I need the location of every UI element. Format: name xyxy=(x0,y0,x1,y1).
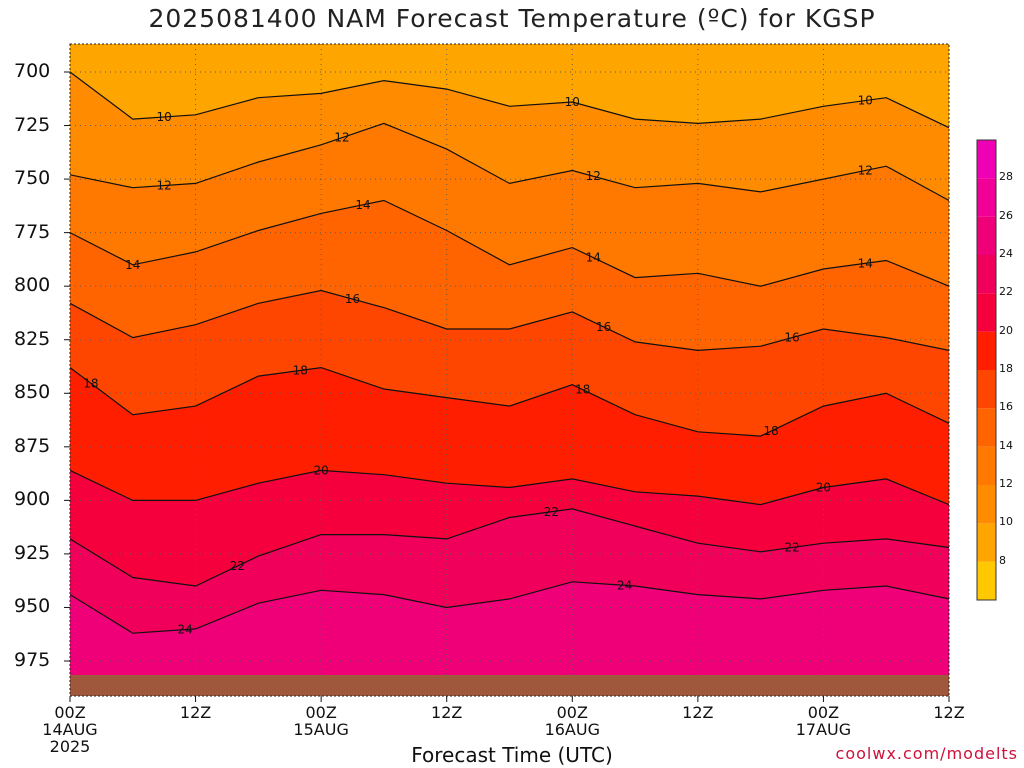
contour-label-10: 10 xyxy=(858,94,873,108)
contour-line-24 xyxy=(70,581,949,634)
contour-label-10: 10 xyxy=(565,95,580,109)
x-tick-label: 00Z 15AUG xyxy=(281,704,361,738)
x-tick-line: 00Z xyxy=(305,703,337,722)
contour-line-10 xyxy=(70,71,949,129)
contour-line-14 xyxy=(70,199,949,287)
plot-frame xyxy=(69,43,950,697)
colorbar-tick-label: 18 xyxy=(999,362,1013,375)
colorbar-band-10 xyxy=(977,485,996,524)
x-tick-line: 2025 xyxy=(49,737,91,756)
x-tick-line: 17AUG xyxy=(795,720,852,739)
x-tick-line: 00Z xyxy=(807,703,840,722)
x-tick-line: 12Z xyxy=(431,703,463,722)
contour-line-18 xyxy=(70,366,949,437)
x-tick-label: 00Z 16AUG xyxy=(532,704,612,738)
contour-label-18: 18 xyxy=(293,363,308,377)
chart-title: 2025081400 NAM Forecast Temperature (ºC)… xyxy=(148,4,876,33)
colorbar-tick-label: 16 xyxy=(999,400,1013,414)
y-tick-label: 775 xyxy=(14,220,51,243)
y-tick-label: 800 xyxy=(14,274,51,297)
contour-label-16: 16 xyxy=(345,292,360,306)
contour-label-12: 12 xyxy=(334,131,349,145)
x-tick-line: 12Z xyxy=(179,703,212,722)
y-tick-label: 900 xyxy=(14,488,51,511)
contour-label-16: 16 xyxy=(596,320,611,334)
contour-line-16 xyxy=(70,289,949,352)
contour-label-22: 22 xyxy=(544,505,559,519)
contour-label-14: 14 xyxy=(586,251,601,265)
contour-label-12: 12 xyxy=(157,179,172,193)
y-tick-label: 925 xyxy=(14,541,51,564)
y-tick-label: 850 xyxy=(14,381,51,404)
x-tick-label: 12Z xyxy=(407,704,487,721)
contour-line-22 xyxy=(70,508,949,587)
contour-label-14: 14 xyxy=(858,256,873,270)
colorbar-band-18 xyxy=(977,331,996,370)
x-tick-label: 12Z xyxy=(909,704,989,721)
colorbar-band-24 xyxy=(977,216,996,255)
colorbar-tick-label: 14 xyxy=(999,438,1013,452)
contour-label-12: 12 xyxy=(858,164,873,178)
contour-line-20 xyxy=(70,469,949,506)
contour-label-14: 14 xyxy=(355,198,370,212)
colorbar-band-14 xyxy=(977,408,996,447)
colorbar-tick-label: 20 xyxy=(999,323,1013,337)
x-tick-line: 12Z xyxy=(933,703,965,722)
x-tick-label: 12Z xyxy=(658,704,738,721)
y-tick-label: 950 xyxy=(14,595,51,618)
contour-label-22: 22 xyxy=(230,559,245,573)
x-tick-line: 12Z xyxy=(682,703,714,722)
contour-label-18: 18 xyxy=(83,376,98,390)
y-tick-label: 825 xyxy=(14,327,51,350)
x-tick-line: 14AUG xyxy=(42,720,98,739)
x-tick-line: 16AUG xyxy=(544,720,600,739)
x-tick-line: 00Z xyxy=(556,703,588,722)
contour-label-22: 22 xyxy=(784,540,799,554)
contour-label-18: 18 xyxy=(575,383,590,397)
contour-label-12: 12 xyxy=(586,169,601,183)
colorbar-band-8 xyxy=(977,523,996,562)
colorbar-tick-label: 28 xyxy=(999,170,1013,184)
colorbar-tick-label: 8 xyxy=(999,553,1006,567)
colorbar-band-28 xyxy=(977,140,996,179)
colorbar-tick-label: 24 xyxy=(999,247,1013,260)
colorbar-band-6 xyxy=(977,561,996,600)
x-tick-label: 12Z xyxy=(156,704,236,721)
y-tick-label: 700 xyxy=(14,60,51,82)
colorbar-frame xyxy=(976,139,997,601)
contour-label-20: 20 xyxy=(816,481,831,495)
colorbar-tick-label: 22 xyxy=(999,285,1013,299)
colorbar-tick-label: 12 xyxy=(999,477,1013,490)
source-credit: coolwx.com/modelts xyxy=(835,744,1018,763)
contour-label-20: 20 xyxy=(314,463,329,477)
y-tick-label: 975 xyxy=(14,649,51,671)
contour-label-24: 24 xyxy=(617,578,632,592)
colorbar-band-12 xyxy=(977,446,996,485)
contour-label-18: 18 xyxy=(763,424,778,438)
contour-label-14: 14 xyxy=(125,258,140,272)
colorbar-band-16 xyxy=(977,370,996,409)
contour-label-16: 16 xyxy=(784,331,799,345)
x-axis-label: Forecast Time (UTC) xyxy=(411,743,613,767)
colorbar-band-26 xyxy=(977,178,996,217)
y-tick-label: 725 xyxy=(14,113,51,136)
band-below-10 xyxy=(70,44,949,128)
x-tick-label: 00Z 17AUG xyxy=(783,704,863,738)
contour-line-12 xyxy=(70,122,949,202)
y-tick-label: 875 xyxy=(14,434,51,457)
y-tick-label: 750 xyxy=(14,167,51,190)
colorbar-tick-label: 10 xyxy=(999,515,1013,529)
contour-label-10: 10 xyxy=(157,110,172,124)
contour-label-24: 24 xyxy=(177,623,192,637)
x-tick-line: 00Z xyxy=(54,703,86,722)
x-tick-line: 15AUG xyxy=(293,720,349,739)
colorbar-tick-label: 26 xyxy=(999,208,1013,222)
x-tick-label: 00Z 14AUG 2025 xyxy=(30,704,110,755)
colorbar-band-22 xyxy=(977,255,996,294)
colorbar-band-20 xyxy=(977,293,996,332)
ground-surface xyxy=(70,675,949,696)
